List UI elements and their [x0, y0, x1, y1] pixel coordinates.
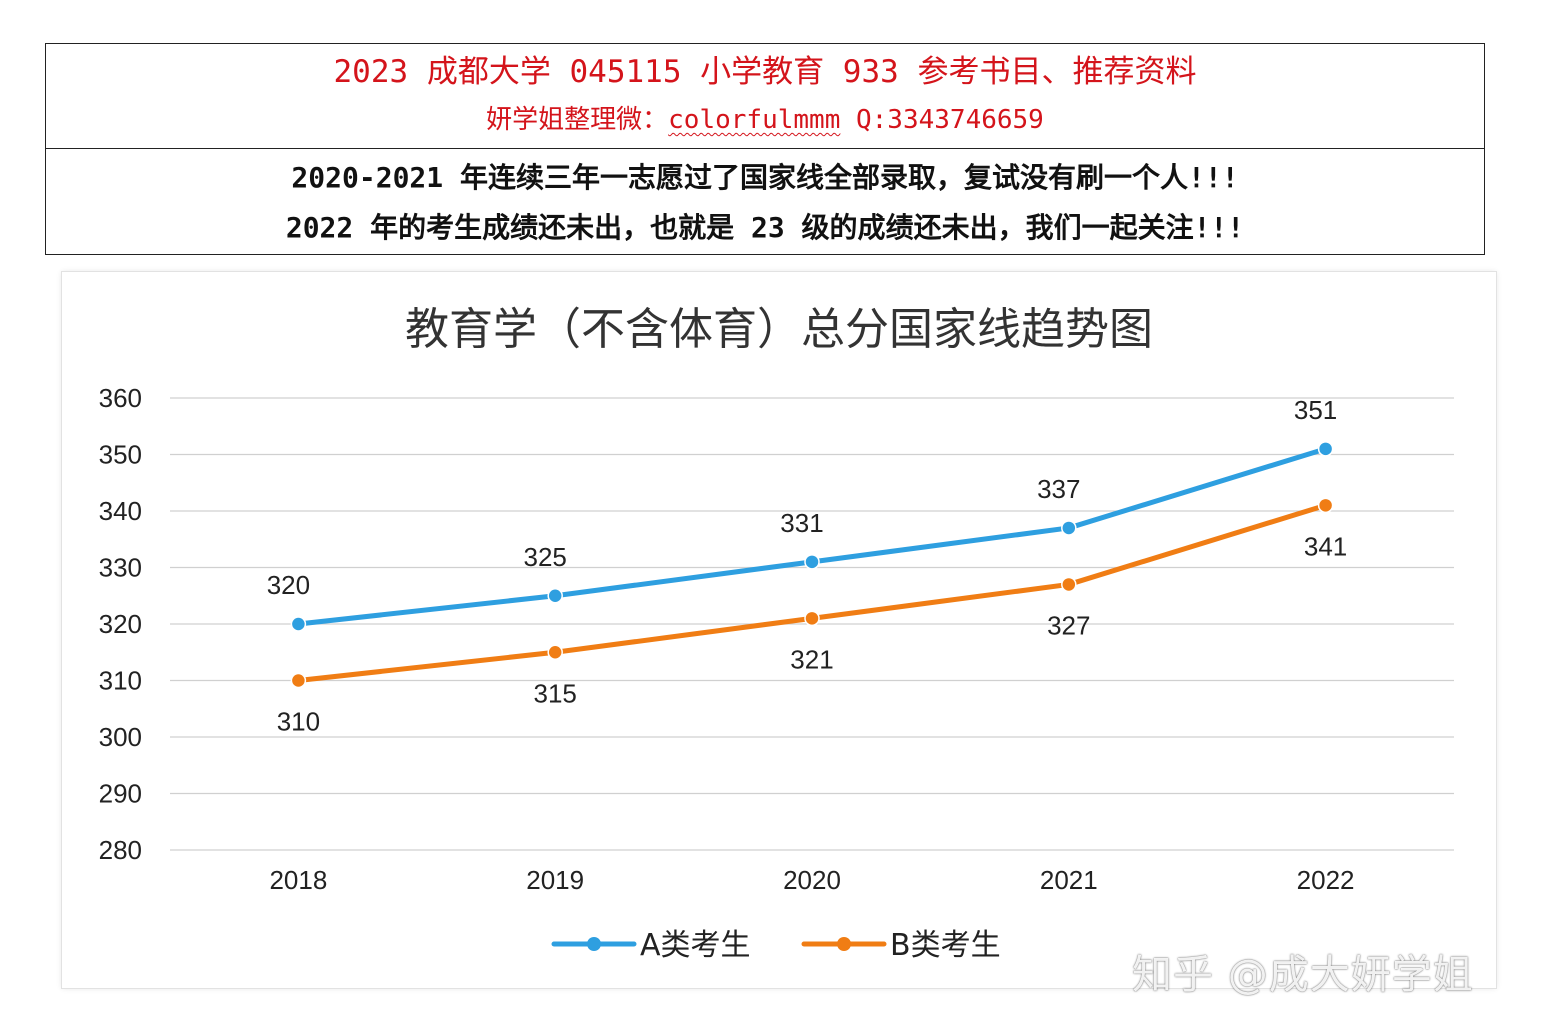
chart-title: 教育学（不含体育）总分国家线趋势图	[405, 304, 1153, 355]
x-tick-label: 2020	[783, 865, 841, 895]
data-label: 310	[277, 707, 320, 737]
data-label: 325	[524, 542, 567, 572]
y-tick-label: 300	[99, 722, 142, 752]
x-tick-label: 2019	[526, 865, 584, 895]
legend-marker	[587, 937, 601, 951]
header-box: 2023 成都大学 045115 小学教育 933 参考书目、推荐资料 妍学姐整…	[45, 43, 1485, 255]
x-tick-label: 2021	[1040, 865, 1098, 895]
y-tick-label: 350	[99, 440, 142, 470]
note-line-1: 2020-2021 年连续三年一志愿过了国家线全部录取，复试没有刷一个人!!!	[291, 161, 1239, 194]
data-point	[290, 616, 307, 632]
x-tick-label: 2022	[1297, 865, 1355, 895]
data-point	[804, 610, 820, 627]
contact-prefix: 妍学姐整理微：	[486, 105, 669, 135]
data-label: 351	[1294, 395, 1337, 425]
data-point	[804, 554, 820, 570]
y-tick-label: 360	[99, 383, 142, 413]
data-label: 320	[267, 570, 310, 600]
header-bottom: 2020-2021 年连续三年一志愿过了国家线全部录取，复试没有刷一个人!!! …	[46, 149, 1484, 253]
legend: A类考生 B类考生	[551, 928, 1001, 963]
watermark: 知乎 @成大妍学姐	[1132, 952, 1474, 998]
legend-marker	[837, 937, 851, 951]
contact-line: 妍学姐整理微：colorfulmmm Q:3343746659	[46, 97, 1484, 143]
chart-panel: 教育学（不含体育）总分国家线趋势图 360 350 340 330 320 310 300 2…	[62, 272, 1496, 988]
y-tick-label: 280	[99, 835, 142, 865]
data-label: 327	[1047, 610, 1090, 640]
data-point	[547, 644, 563, 660]
y-tick-label: 330	[99, 553, 142, 583]
data-label: 315	[534, 678, 577, 708]
data-point	[1061, 576, 1077, 593]
y-axis: 360 350 340 330 320 310 300 290 280	[99, 383, 142, 865]
line-chart: 教育学（不含体育）总分国家线趋势图 360 350 340 330 320 310 300 2…	[99, 304, 1454, 963]
data-label: 337	[1037, 474, 1080, 504]
x-axis: 2018 2019 2020 2021 2022	[269, 865, 1354, 895]
wechat-id: colorfulmmm	[668, 105, 841, 135]
data-point	[1061, 520, 1077, 536]
data-point	[1317, 497, 1334, 514]
y-tick-label: 310	[99, 666, 142, 696]
y-tick-label: 340	[99, 496, 142, 526]
document-title: 2023 成都大学 045115 小学教育 933 参考书目、推荐资料	[333, 54, 1197, 90]
qq-number: Q:3343746659	[856, 105, 1044, 135]
x-tick-label: 2018	[269, 865, 327, 895]
series-group: 320 325 331 337 351 310 315 321 327 341	[267, 395, 1348, 737]
data-point	[1317, 441, 1334, 457]
y-tick-label: 320	[99, 609, 142, 639]
data-label: 341	[1304, 531, 1347, 561]
data-point	[547, 588, 563, 604]
y-tick-label: 290	[99, 779, 142, 809]
data-label: 321	[790, 644, 833, 674]
header-top: 2023 成都大学 045115 小学教育 933 参考书目、推荐资料 妍学姐整…	[46, 44, 1484, 149]
data-point	[290, 672, 307, 689]
legend-label: A类考生	[640, 928, 751, 963]
legend-label: B类考生	[890, 928, 1001, 963]
note-line-2: 2022 年的考生成绩还未出，也就是 23 级的成绩还未出，我们一起关注!!!	[285, 211, 1245, 244]
data-label: 331	[780, 508, 823, 538]
